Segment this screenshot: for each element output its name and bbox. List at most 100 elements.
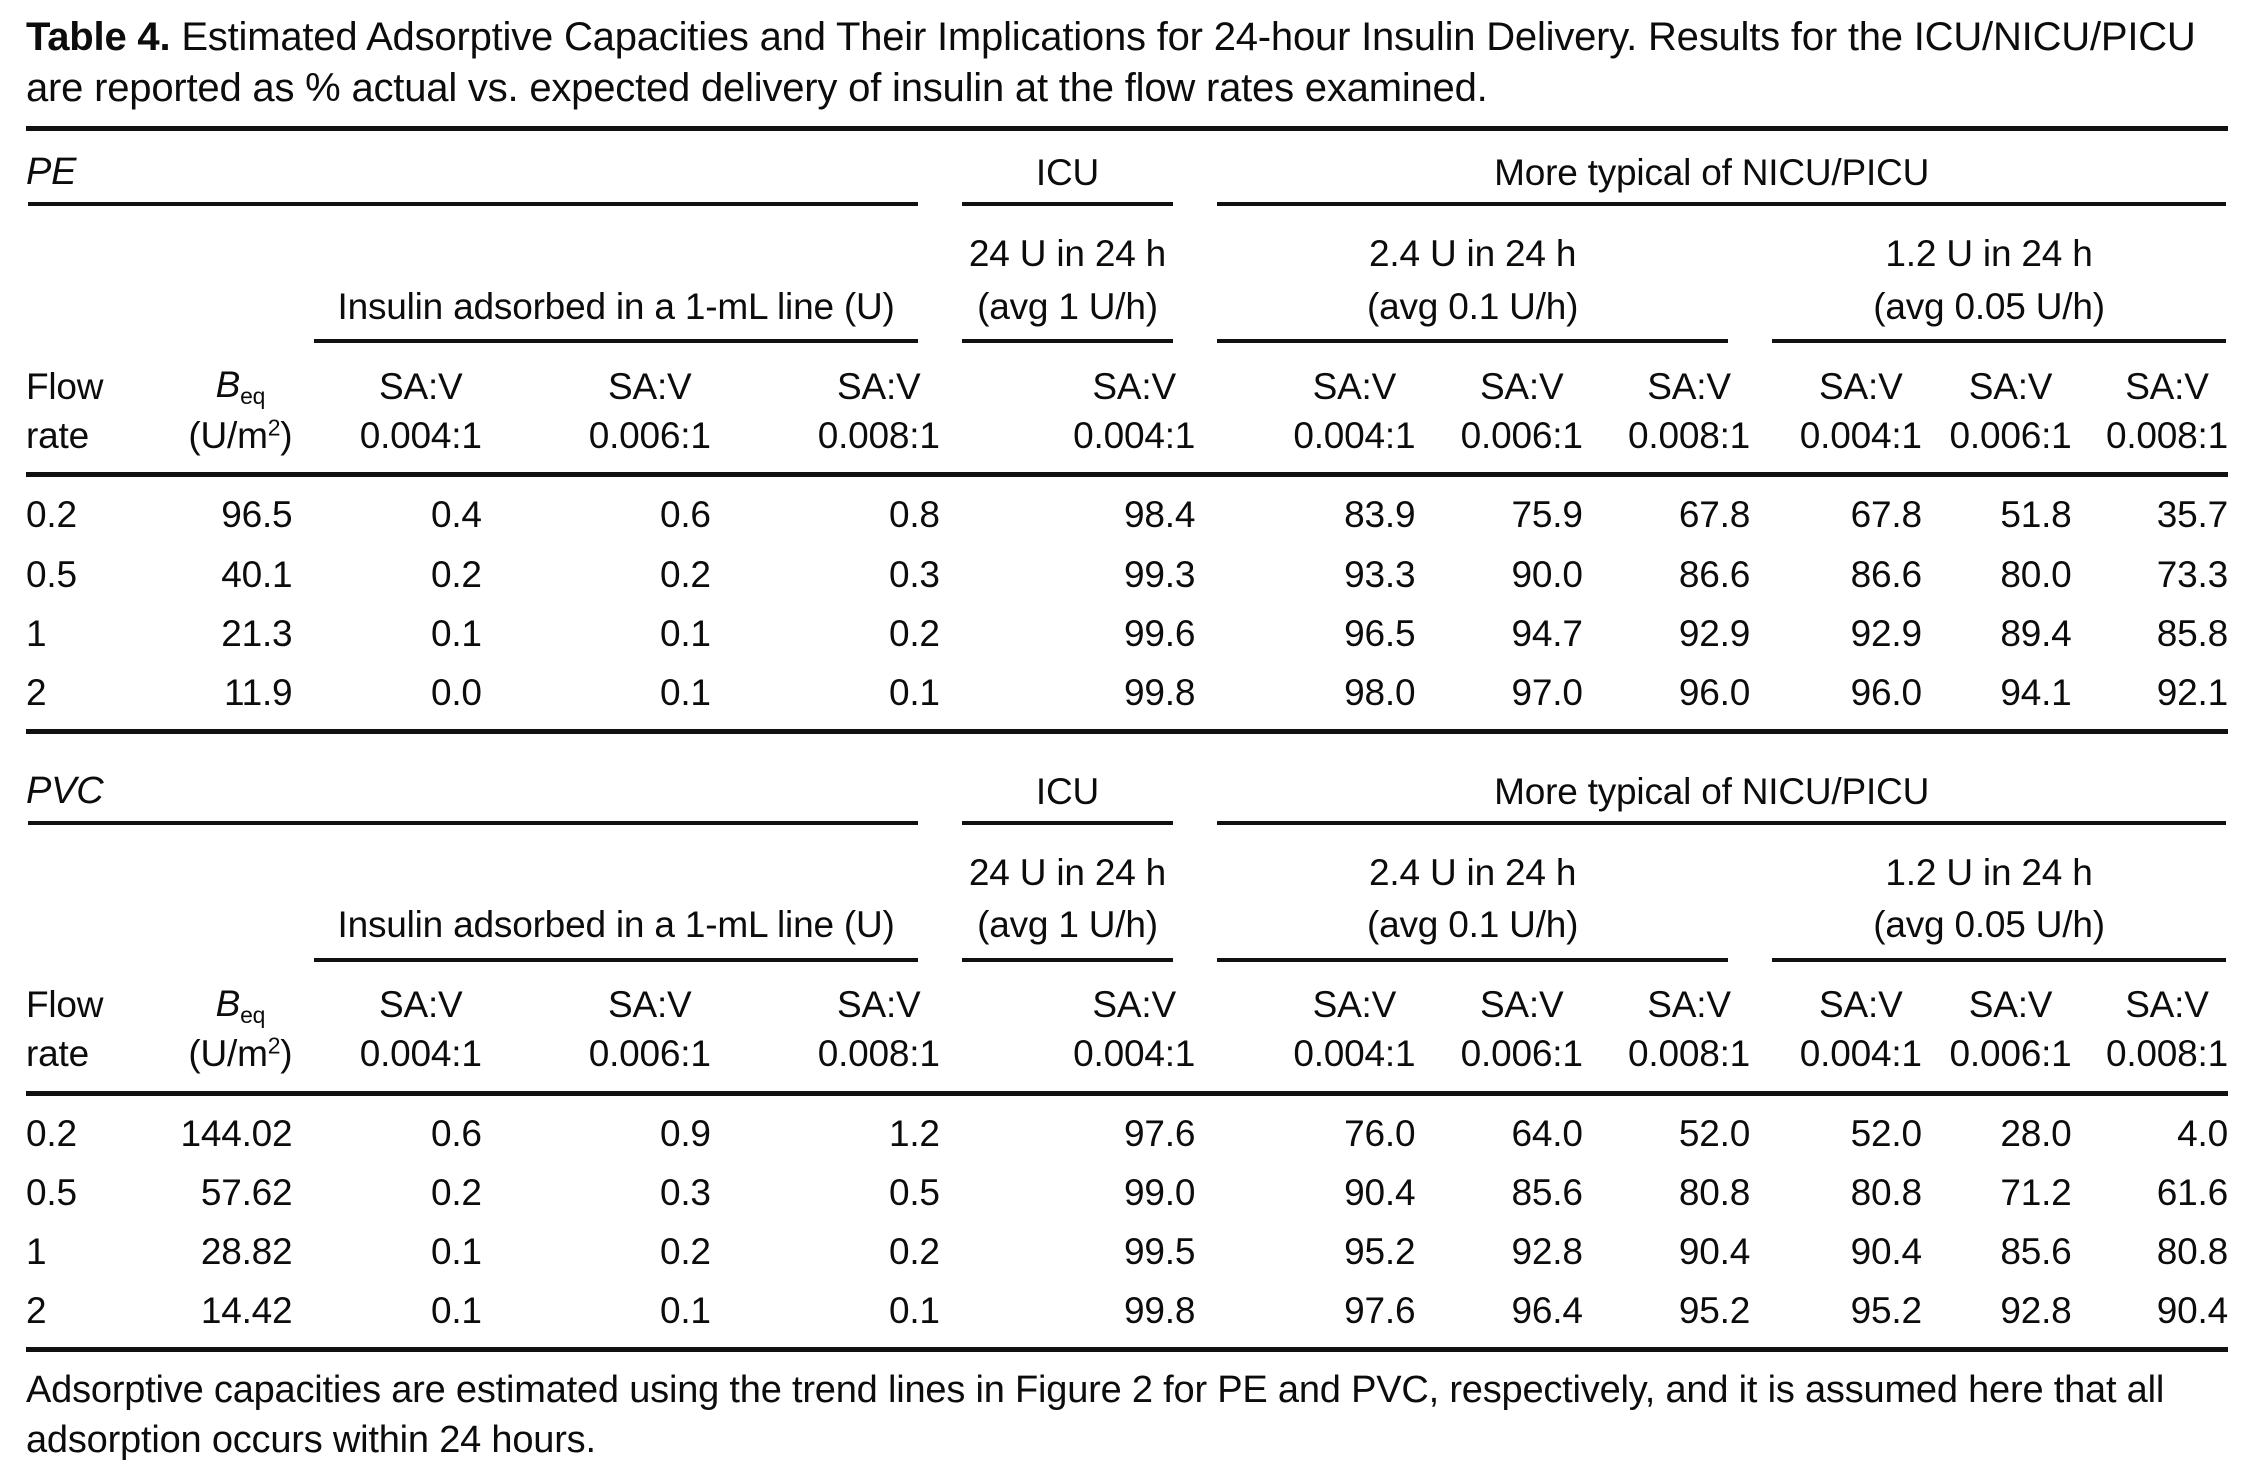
column-group-icu: ICU [940,131,1195,207]
column-group-insulin-adsorbed: Insulin adsorbed in a 1-mL line (U) [292,206,939,344]
table-cell: 1.2 [888,1112,940,1154]
table-cell: 96.0 [1678,671,1751,713]
table-row: 2 14.42 0.1 0.1 0.1 99.8 97.6 96.4 95.2 95.2 92.8 9… [26,1281,2228,1350]
table-row: 2 11.9 0.0 0.1 0.1 99.8 98.0 97.0 96.0 96.0 94.1 92… [26,663,2228,732]
table-cell: 92.9 [1678,612,1751,654]
table-cell: 0.2 [888,612,940,654]
column-group-icu: ICU [940,731,1195,825]
table-cell: 35.7 [2156,494,2228,536]
section-label-cell: PE [26,131,940,207]
column-group-dose-1-2: 1.2 U in 24 h (avg 0.05 U/h) [1750,206,2228,344]
table-cell: 0.4 [430,494,482,536]
table-cell: 98.0 [1344,671,1416,713]
column-header-row: Flow rate Beq (U/m2) SA:V 0.004:1 SA:V 0.0… [26,961,2228,1096]
table-cell: 2 [26,1290,47,1332]
column-header-sav-5: SA:V 0.004:1 [1195,343,1416,478]
table-cell: 80.8 [1850,1171,1922,1213]
table-cell: 96.5 [221,494,293,536]
table-cell: 28.82 [200,1231,293,1272]
column-header-sav-6: SA:V 0.006:1 [1415,343,1583,478]
table-cell: 85.8 [2156,612,2228,654]
table-cell: 93.3 [1344,553,1416,595]
dose-header-row: Insulin adsorbed in a 1-mL line (U) 24 U… [26,825,2228,962]
table-cell: 71.2 [2000,1171,2072,1213]
table-cell: 51.8 [2000,494,2072,536]
table-cell: 0.2 [659,553,711,595]
spacer-cell [26,206,292,343]
column-header-sav-2: SA:V 0.006:1 [481,343,711,478]
table-cell: 0.0 [430,671,482,713]
column-header-sav-4: SA:V 0.004:1 [939,961,1195,1096]
table-cell: 52.0 [1850,1112,1922,1154]
table-cell: 0.6 [659,494,711,536]
table-cell: 85.6 [1511,1171,1583,1213]
table-cell: 2 [26,671,47,713]
column-header-sav-5: SA:V 0.004:1 [1195,961,1416,1096]
section-title-row: PVC ICU More typical of NICU/PICU [26,731,2228,825]
column-group-dose-2-4: 2.4 U in 24 h (avg 0.1 U/h) [1195,825,1750,962]
table-cell: 61.6 [2156,1171,2228,1213]
table-cell: 80.8 [1678,1171,1751,1213]
table-cell: 89.4 [2000,612,2072,654]
table-cell: 0.2 [888,1231,940,1272]
table-cell: 0.1 [659,612,711,654]
column-group-icu-dose: 24 U in 24 h (avg 1 U/h) [940,206,1195,344]
table-cell: 0.6 [430,1112,482,1154]
column-header-sav-1: SA:V 0.004:1 [292,961,482,1096]
table-cell: 0.1 [430,1290,482,1332]
column-group-icu-dose: 24 U in 24 h (avg 1 U/h) [940,825,1195,962]
table-cell: 64.0 [1511,1112,1583,1154]
pe-section-header: PE ICU More typical of NICU/PICU Insulin… [26,131,2228,478]
column-header-sav-7: SA:V 0.008:1 [1582,961,1750,1096]
column-header-sav-10: SA:V 0.008:1 [2071,961,2228,1096]
table-cell: 75.9 [1511,494,1583,536]
table-cell: 0.2 [26,494,77,536]
spacer-cell [26,825,292,962]
table-cell: 97.0 [1511,671,1583,713]
dose-header-row: Insulin adsorbed in a 1-mL line (U) 24 U… [26,206,2228,344]
table-cell: 94.1 [2000,671,2072,713]
table-cell: 97.6 [1344,1290,1416,1332]
table-cell: 1 [26,612,47,654]
pvc-section-header: PVC ICU More typical of NICU/PICU Insuli… [26,731,2228,1096]
table-row: 0.5 57.62 0.2 0.3 0.5 99.0 90.4 85.6 80.8 80.8 71.… [26,1163,2228,1222]
table-cell: 90.4 [1678,1231,1751,1272]
table-cell: 95.2 [1344,1231,1416,1272]
table-cell: 92.8 [1511,1231,1583,1272]
table-cell: 40.1 [221,553,293,595]
table-cell: 0.2 [430,1171,482,1213]
table-cell: 0.1 [430,612,482,654]
table-cell: 97.6 [1123,1112,1196,1154]
table-row: 0.2 144.02 0.6 0.9 1.2 97.6 76.0 64.0 52.0 52.0 28… [26,1093,2228,1163]
table-cell: 95.2 [1678,1290,1751,1332]
column-header-sav-1: SA:V 0.004:1 [292,343,482,478]
table-cell: 14.42 [200,1290,293,1332]
table-cell: 0.1 [659,671,711,713]
column-header-sav-9: SA:V 0.006:1 [1921,961,2072,1096]
table-cell: 95.2 [1850,1290,1922,1332]
column-group-nicu-picu: More typical of NICU/PICU [1195,731,2228,825]
section-label-pvc: PVC [26,769,104,812]
column-group-dose-2-4: 2.4 U in 24 h (avg 0.1 U/h) [1195,206,1750,344]
column-group-nicu-picu: More typical of NICU/PICU [1195,131,2228,207]
column-header-sav-8: SA:V 0.004:1 [1750,343,1922,478]
table-cell: 0.8 [888,494,940,536]
table-cell: 99.8 [1123,671,1196,713]
column-header-sav-8: SA:V 0.004:1 [1750,961,1922,1096]
column-header-sav-6: SA:V 0.006:1 [1415,961,1583,1096]
table-cell: 0.1 [659,1290,711,1332]
table-cell: 4.0 [2177,1112,2228,1154]
table-row: 0.2 96.5 0.4 0.6 0.8 98.4 83.9 75.9 67.8 67.8 51.8… [26,475,2228,545]
table-cell: 96.4 [1511,1290,1583,1332]
table-cell: 92.1 [2156,671,2228,713]
table-cell: 28.0 [2000,1112,2072,1154]
table-cell: 0.2 [430,553,482,595]
column-header-sav-3: SA:V 0.008:1 [710,343,940,478]
column-header-row: Flow rate Beq (U/m2) SA:V 0.004:1 SA:V 0.0… [26,343,2228,478]
table-cell: 90.0 [1511,553,1583,595]
column-group-dose-1-2: 1.2 U in 24 h (avg 0.05 U/h) [1750,825,2228,962]
table-cell: 144.02 [180,1112,293,1154]
adsorptive-capacity-table: PE ICU More typical of NICU/PICU Insulin… [26,131,2228,1352]
section-title-row: PE ICU More typical of NICU/PICU [26,131,2228,207]
table-cell: 90.4 [1850,1231,1922,1272]
